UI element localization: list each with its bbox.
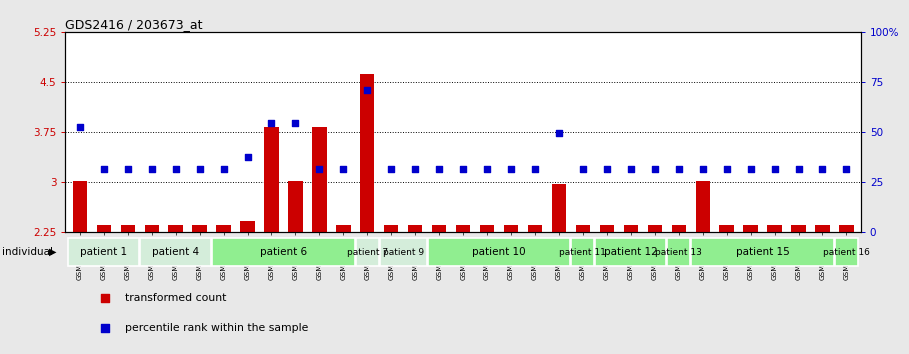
Text: percentile rank within the sample: percentile rank within the sample	[125, 323, 308, 333]
Point	[480, 166, 494, 171]
Bar	[193, 225, 206, 232]
Bar	[695, 181, 710, 232]
Bar	[312, 127, 326, 232]
Text: patient 15: patient 15	[735, 247, 790, 257]
Point	[839, 166, 854, 171]
Bar	[480, 225, 494, 232]
Bar	[456, 225, 470, 232]
Bar	[792, 225, 805, 232]
Point	[528, 166, 543, 171]
Bar	[839, 225, 854, 232]
Bar	[647, 225, 662, 232]
Point	[312, 166, 326, 171]
Bar	[360, 74, 375, 232]
Point	[121, 166, 135, 171]
Bar	[744, 225, 758, 232]
Bar	[408, 225, 423, 232]
Bar	[336, 225, 351, 232]
FancyBboxPatch shape	[595, 238, 666, 266]
Bar	[767, 225, 782, 232]
Text: patient 12: patient 12	[604, 247, 658, 257]
FancyBboxPatch shape	[667, 238, 690, 266]
Point	[672, 166, 686, 171]
Point	[98, 296, 113, 301]
Bar	[168, 225, 183, 232]
Point	[767, 166, 782, 171]
FancyBboxPatch shape	[691, 238, 834, 266]
FancyBboxPatch shape	[355, 238, 379, 266]
Point	[815, 166, 830, 171]
Point	[384, 166, 398, 171]
FancyBboxPatch shape	[212, 238, 355, 266]
FancyBboxPatch shape	[427, 238, 571, 266]
Text: GDS2416 / 203673_at: GDS2416 / 203673_at	[65, 18, 203, 31]
Point	[455, 166, 471, 171]
Bar	[432, 225, 446, 232]
Point	[265, 120, 279, 126]
Point	[193, 166, 207, 171]
Bar	[145, 225, 159, 232]
Point	[96, 166, 111, 171]
Bar	[528, 225, 542, 232]
Bar	[216, 225, 231, 232]
Point	[647, 166, 662, 171]
Text: patient 6: patient 6	[260, 247, 307, 257]
Point	[288, 120, 303, 126]
Point	[504, 166, 518, 171]
Bar	[288, 181, 303, 232]
Bar	[96, 225, 111, 232]
Text: patient 10: patient 10	[473, 247, 526, 257]
Point	[575, 166, 590, 171]
Point	[73, 124, 87, 130]
Text: patient 13: patient 13	[655, 248, 702, 257]
Text: patient 1: patient 1	[80, 247, 127, 257]
Point	[145, 166, 159, 171]
Bar	[504, 225, 518, 232]
Point	[360, 87, 375, 93]
Text: patient 9: patient 9	[383, 248, 424, 257]
Point	[552, 130, 566, 136]
FancyBboxPatch shape	[140, 238, 211, 266]
Point	[744, 166, 758, 171]
Point	[719, 166, 734, 171]
Point	[695, 166, 710, 171]
Bar	[385, 225, 398, 232]
Bar	[240, 221, 255, 232]
Point	[600, 166, 614, 171]
Text: patient 11: patient 11	[559, 248, 606, 257]
Text: individual: individual	[2, 247, 53, 257]
Bar	[265, 127, 279, 232]
Point	[408, 166, 423, 171]
Bar	[575, 225, 590, 232]
Point	[336, 166, 351, 171]
Bar	[815, 225, 830, 232]
Text: transformed count: transformed count	[125, 293, 226, 303]
Bar	[624, 225, 638, 232]
Bar	[552, 184, 566, 232]
Text: patient 4: patient 4	[152, 247, 199, 257]
Point	[432, 166, 446, 171]
FancyBboxPatch shape	[380, 238, 426, 266]
Point	[98, 325, 113, 331]
Text: patient 16: patient 16	[823, 248, 870, 257]
Bar	[720, 225, 734, 232]
Bar	[672, 225, 686, 232]
Point	[216, 166, 231, 171]
FancyBboxPatch shape	[68, 238, 139, 266]
Text: patient 7: patient 7	[346, 248, 388, 257]
Point	[240, 154, 255, 159]
Text: ▶: ▶	[49, 247, 56, 257]
Bar	[600, 225, 614, 232]
Bar	[73, 181, 87, 232]
Point	[168, 166, 183, 171]
FancyBboxPatch shape	[835, 238, 858, 266]
Bar	[121, 225, 135, 232]
Point	[624, 166, 638, 171]
FancyBboxPatch shape	[572, 238, 594, 266]
Point	[791, 166, 805, 171]
